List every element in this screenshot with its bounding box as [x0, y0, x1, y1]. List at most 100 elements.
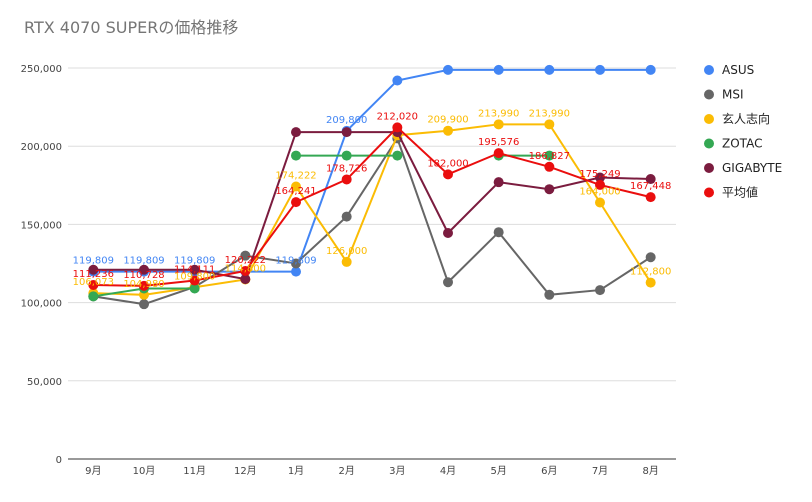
data-point: [392, 75, 403, 86]
x-tick-label: 3月: [389, 465, 405, 477]
data-point: [341, 174, 352, 185]
x-tick-label: 10月: [133, 465, 156, 477]
data-point: [493, 227, 504, 238]
y-tick-label: 150,000: [21, 220, 62, 231]
series-line: [93, 136, 652, 306]
data-label: 178,726: [326, 163, 367, 174]
data-point: [645, 252, 656, 263]
data-label: 114,800: [225, 263, 266, 274]
y-tick-label: 100,000: [21, 299, 62, 310]
legend-label: ASUS: [722, 63, 754, 77]
data-point: [443, 277, 453, 288]
legend-item: ZOTAC: [704, 137, 762, 151]
x-tick-label: 9月: [85, 465, 101, 477]
data-point: [88, 291, 99, 302]
y-tick-label: 0: [56, 455, 62, 466]
data-labels: 119,809 119,809 119,809 119,809 209,800 106,0…: [73, 108, 672, 289]
legend-marker: [704, 114, 714, 124]
data-label: 119,809: [123, 256, 164, 267]
x-tick-label: 12月: [234, 465, 257, 477]
data-point: [291, 150, 301, 161]
data-point: [139, 264, 149, 275]
data-point: [139, 280, 149, 291]
data-point: [392, 150, 403, 161]
series-lines: [88, 64, 656, 310]
legend-item: GIGABYTE: [704, 161, 782, 175]
data-point: [291, 197, 301, 208]
data-point: [544, 150, 555, 161]
data-point: [392, 122, 403, 133]
chart-title: RTX 4070 SUPERの価格推移: [24, 18, 239, 37]
series-5: [88, 122, 656, 291]
x-tick-label: 5月: [490, 465, 506, 477]
legend: ASUS MSI 玄人志向 ZOTAC GIGABYTE 平均値: [704, 63, 782, 200]
data-point: [240, 265, 251, 276]
series-line: [93, 131, 651, 281]
data-label: 109,800: [174, 271, 215, 282]
x-tick-label: 6月: [541, 465, 557, 477]
data-label: 186,827: [529, 151, 570, 162]
data-label: 209,900: [427, 115, 468, 126]
legend-label: 平均値: [722, 185, 758, 200]
data-label: 112,800: [630, 267, 671, 278]
data-point: [493, 64, 504, 75]
data-label: 164,000: [579, 187, 620, 198]
data-label: 111,236: [73, 269, 114, 280]
data-point: [544, 161, 555, 172]
data-point: [645, 277, 656, 288]
data-point: [595, 179, 605, 190]
data-point: [443, 228, 453, 239]
data-label: 110,728: [123, 270, 164, 281]
legend-marker: [704, 65, 714, 75]
data-label: 195,576: [478, 137, 519, 148]
data-point: [493, 177, 504, 188]
data-point: [645, 64, 656, 75]
x-tick-label: 4月: [440, 465, 456, 477]
data-label: 119,809: [275, 256, 316, 267]
data-point: [443, 169, 453, 180]
legend-item: ASUS: [704, 63, 754, 77]
x-tick-label: 1月: [288, 465, 304, 477]
data-label: 175,249: [579, 169, 620, 180]
data-point: [645, 174, 656, 185]
x-tick-label: 2月: [338, 465, 354, 477]
data-point: [493, 148, 504, 159]
data-label: 119,809: [73, 256, 114, 267]
data-point: [189, 275, 200, 286]
data-point: [291, 266, 301, 277]
data-point: [341, 256, 352, 267]
data-label: 174,222: [275, 171, 316, 182]
legend-marker: [704, 163, 714, 173]
data-point: [341, 127, 352, 138]
legend-item: MSI: [704, 88, 744, 102]
data-label: 120,222: [225, 255, 266, 266]
data-point: [291, 181, 301, 192]
data-label: 167,448: [630, 181, 671, 192]
data-point: [544, 64, 555, 75]
data-label: 213,990: [529, 108, 570, 119]
data-label: 114,111: [174, 265, 215, 276]
legend-marker: [704, 187, 714, 198]
data-label: 104,980: [123, 279, 164, 290]
x-tick-label: 11月: [183, 465, 206, 477]
data-point: [595, 285, 605, 296]
data-point: [291, 258, 301, 269]
data-point: [544, 289, 555, 300]
legend-label: ZOTAC: [722, 137, 762, 151]
data-label: 106,073: [73, 277, 114, 288]
data-point: [88, 280, 99, 291]
data-point: [595, 197, 605, 208]
data-point: [595, 64, 605, 75]
data-point: [645, 192, 656, 203]
data-point: [139, 299, 149, 310]
data-point: [240, 250, 251, 261]
series-0: [88, 64, 656, 277]
data-point: [544, 184, 555, 195]
data-label: 164,241: [275, 186, 316, 197]
axis-labels: 0 50,000 100,000 150,000 200,000 250,000 9月 10月…: [21, 64, 659, 477]
x-tick-label: 8月: [642, 465, 658, 477]
data-label: 126,000: [326, 246, 367, 257]
x-tick-label: 7月: [592, 465, 608, 477]
data-label: 209,800: [326, 115, 367, 126]
